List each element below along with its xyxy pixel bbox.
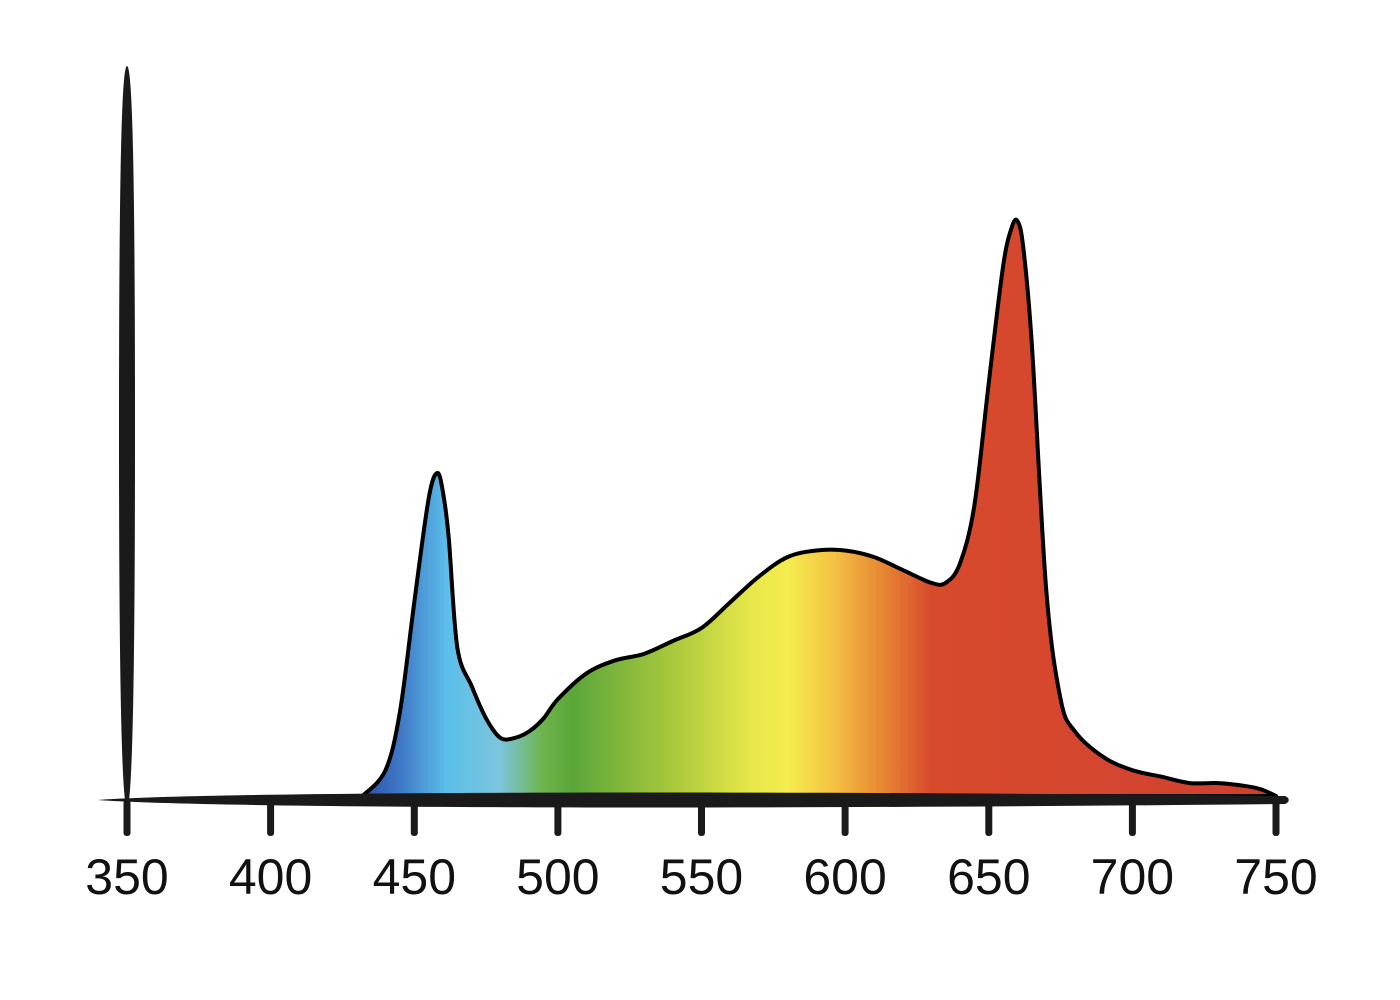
y-axis-line: [119, 66, 135, 810]
x-tick-mark: [123, 800, 131, 836]
x-axis-ticks: 350 400 450 500 550 600 650 700 750: [85, 800, 1318, 905]
x-tick-label: 650: [947, 849, 1030, 905]
x-tick-mark: [1128, 800, 1136, 836]
x-tick-mark: [410, 800, 418, 836]
x-tick-mark: [267, 800, 275, 836]
x-tick-mark: [698, 800, 705, 836]
x-tick-mark: [841, 800, 849, 836]
x-tick-mark: [1272, 800, 1280, 836]
x-tick-label: 350: [85, 849, 168, 905]
x-tick-label: 750: [1234, 849, 1317, 905]
spectrum-area-layer: [360, 217, 1278, 798]
x-tick-mark: [554, 800, 562, 836]
x-tick-label: 700: [1091, 849, 1174, 905]
x-tick-label: 450: [373, 849, 456, 905]
x-tick-label: 600: [803, 849, 886, 905]
x-tick-label: 550: [660, 849, 743, 905]
x-axis-line: [98, 792, 1289, 808]
spectrum-area: [360, 217, 1278, 798]
x-tick-mark: [985, 800, 993, 836]
x-tick-label: 400: [229, 849, 312, 905]
x-tick-label: 500: [516, 849, 599, 905]
